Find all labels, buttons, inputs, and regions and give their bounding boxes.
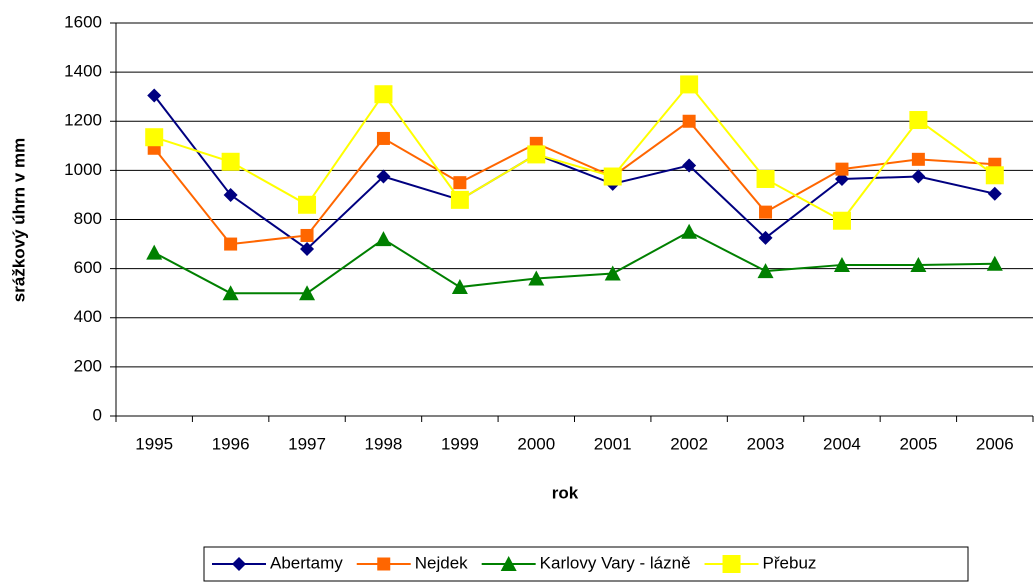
x-tick-label: 1996 [212,434,250,453]
legend-label: Nejdek [415,553,468,572]
data-point [911,152,925,166]
data-point [682,158,697,173]
y-tick-label: 600 [74,258,102,277]
data-point [528,270,545,286]
data-point [832,211,851,230]
legend-box [203,546,969,582]
data-point [757,263,774,279]
data-point [833,256,850,272]
x-tick-label: 1999 [441,434,479,453]
data-point [682,114,696,128]
data-point [835,162,849,176]
data-point [527,145,546,164]
data-point [985,166,1004,185]
data-point [450,190,469,209]
data-point [603,167,622,186]
data-point [222,285,239,301]
x-tick-label: 2004 [823,434,861,453]
data-point [145,128,164,147]
data-point [221,152,240,171]
data-point [756,169,775,188]
data-point [300,228,314,242]
legend-label: Přebuz [763,553,817,572]
legend-marker [232,557,246,571]
data-point [376,131,390,145]
data-point [299,285,316,301]
x-tick-label: 2001 [594,434,632,453]
legend-marker [500,556,517,571]
data-point [987,186,1002,201]
y-tick-label: 0 [93,405,102,424]
data-point [604,265,621,281]
legend-label: Abertamy [270,553,343,572]
data-point [223,187,238,202]
data-point [986,255,1003,271]
legend-marker [377,557,391,571]
data-point [453,176,467,190]
x-tick-label: 1995 [135,434,173,453]
data-point [146,244,163,260]
data-point [300,241,315,256]
y-tick-label: 1200 [64,111,102,130]
data-point [759,205,773,219]
series-line [153,119,995,246]
x-tick-label: 1997 [288,434,326,453]
data-point [224,237,238,251]
data-point [910,256,927,272]
data-point [680,75,699,94]
x-tick-label: 2006 [976,434,1014,453]
data-point [451,279,468,295]
x-tick-label: 1998 [365,434,403,453]
legend-label: Karlovy Vary - lázně [540,553,691,572]
y-axis-label: srážkový úhrn v mm [9,138,28,302]
x-axis-label: rok [552,483,579,502]
series-line [153,230,995,295]
data-point [147,88,162,103]
data-point [375,231,392,247]
data-point [374,85,393,104]
series-line [153,94,996,251]
data-point [376,169,391,184]
data-point [911,169,926,184]
legend-marker [722,555,741,573]
y-tick-label: 1600 [64,12,102,31]
series-line [153,82,996,223]
y-tick-label: 1000 [64,160,102,179]
data-point [681,223,698,239]
y-tick-label: 200 [74,356,102,375]
x-tick-label: 2005 [899,434,937,453]
x-tick-label: 2000 [517,434,555,453]
data-point [758,230,773,245]
x-tick-label: 2002 [670,434,708,453]
y-tick-label: 400 [74,307,102,326]
data-point [909,111,928,130]
y-tick-label: 800 [74,209,102,228]
y-tick-label: 1400 [64,62,102,81]
x-tick-label: 2003 [747,434,785,453]
data-point [298,195,317,214]
